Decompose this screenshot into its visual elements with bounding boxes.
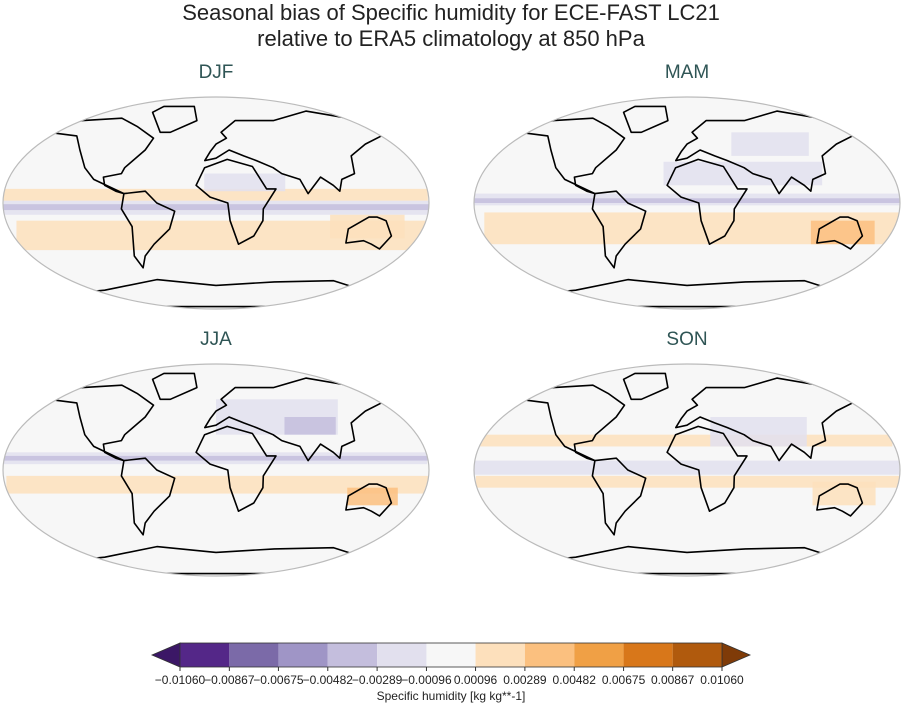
bias-patch [6, 475, 429, 494]
coastline [675, 377, 862, 462]
coastline [518, 384, 626, 462]
coastline [53, 545, 379, 575]
colorbar-extend-low [150, 642, 181, 668]
bias-patch [3, 188, 428, 201]
coastline [53, 278, 379, 308]
coastline [345, 216, 393, 250]
colorbar-bin [475, 643, 525, 667]
coastline [518, 117, 626, 195]
map [3, 364, 429, 576]
colorbar-extend-high [721, 642, 752, 668]
coastline [204, 377, 391, 462]
coastline [524, 278, 850, 308]
colorbar-bin [278, 643, 328, 667]
colorbar-tick-label: 0.00289 [503, 673, 547, 687]
colorbar-tick-label: 0.00675 [602, 673, 646, 687]
map-frame [2, 363, 430, 577]
title: Seasonal bias of Specific humidity for E… [182, 0, 720, 25]
colorbar-bin [623, 643, 673, 667]
panel-title: DJF [199, 62, 234, 83]
bias-patch [474, 460, 900, 475]
coastline [622, 105, 669, 134]
coastline [591, 457, 647, 536]
colorbar-bin [327, 643, 378, 667]
bias-patch [3, 204, 429, 211]
colorbar-bin [426, 643, 476, 667]
panel-title: SON [666, 329, 707, 350]
bias-patch [731, 132, 809, 156]
bias-patch [347, 487, 398, 506]
colorbar-bin [524, 643, 575, 667]
colorbar-bin [377, 643, 427, 667]
bias-patch [477, 434, 893, 447]
colorbar-tick-label: −0.00675 [253, 673, 304, 687]
colorbar-frame [179, 642, 723, 668]
coastline [120, 190, 176, 269]
bias-patch [710, 417, 807, 447]
colorbar-tick-label: −0.00482 [303, 673, 354, 687]
coastline [151, 372, 198, 401]
coastline [816, 483, 864, 517]
colorbar-tick-label: −0.01060 [155, 673, 206, 687]
colorbar-tick-label: 0.00096 [454, 673, 498, 687]
bias-patch [812, 481, 876, 506]
bias-patch [810, 220, 875, 245]
panel-title: JJA [200, 329, 232, 350]
panel-title: MAM [665, 62, 709, 83]
map-frame [473, 363, 901, 577]
coastline [622, 372, 669, 401]
colorbar-tick-label: −0.00289 [352, 673, 403, 687]
bias-patch [3, 455, 428, 461]
bias-patch [284, 417, 336, 435]
subtitle: relative to ERA5 climatology at 850 hPa [257, 26, 645, 51]
coastline [666, 425, 748, 512]
colorbar-tick-label: −0.00096 [401, 673, 452, 687]
coastline [345, 483, 393, 517]
coastline [120, 457, 176, 536]
coastline [816, 216, 864, 250]
coastline [151, 105, 198, 134]
colorbar-bin [180, 643, 230, 667]
bias-patch [475, 475, 900, 488]
colorbar-tick-label: −0.00867 [204, 673, 255, 687]
map [474, 97, 900, 309]
colorbar-tick-label: 0.01060 [700, 673, 744, 687]
coastline [675, 110, 862, 195]
coastline [195, 158, 277, 245]
map-background [3, 364, 429, 576]
bias-patch [474, 198, 900, 203]
colorbar-label: Specific humidity [kg kg**-1] [377, 689, 526, 703]
coastline [195, 425, 277, 512]
bias-patch [663, 161, 823, 186]
map-frame [2, 96, 430, 310]
colorbar-bin [672, 643, 722, 667]
map [474, 364, 900, 576]
map-frame [473, 96, 901, 310]
map [3, 97, 429, 309]
coastline [47, 384, 155, 462]
coastline [591, 190, 647, 269]
coastline [204, 110, 391, 195]
colorbar-bin [574, 643, 624, 667]
colorbar-tick-label: 0.00482 [553, 673, 597, 687]
coastline [47, 117, 155, 195]
coastline [524, 545, 850, 575]
coastline [666, 158, 748, 245]
colorbar-bin [229, 643, 279, 667]
colorbar-tick-label: 0.00867 [651, 673, 695, 687]
